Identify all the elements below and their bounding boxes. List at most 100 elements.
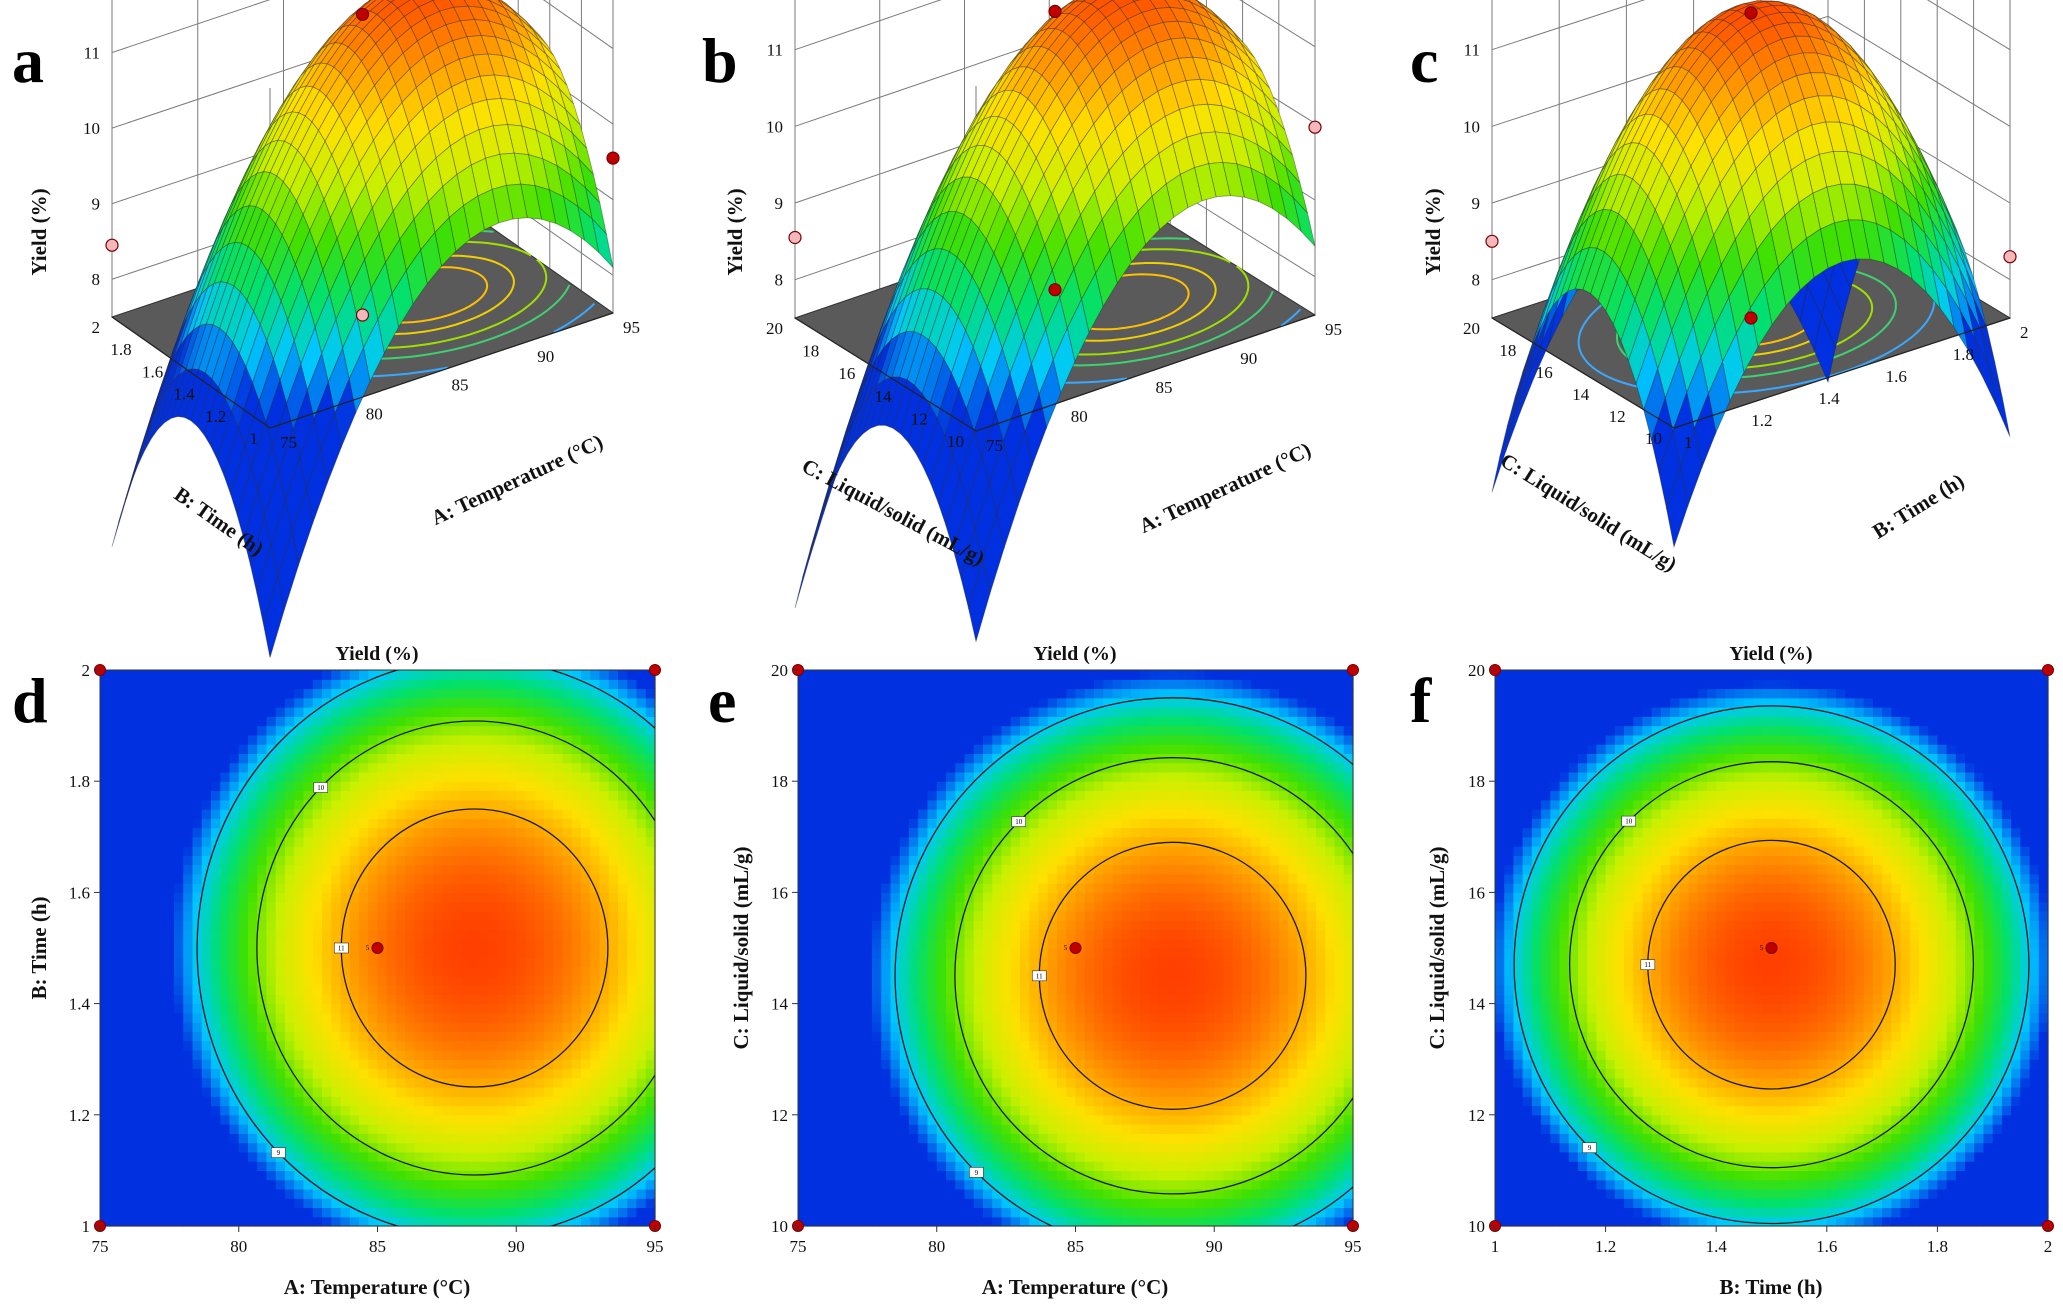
heatmap-cell — [534, 744, 545, 754]
heatmap-cell — [377, 1012, 388, 1023]
heatmap-cell — [507, 1198, 517, 1209]
heatmap-cell — [507, 1049, 517, 1060]
heatmap-cell — [127, 1105, 138, 1116]
heatmap-cell — [460, 688, 471, 699]
panel-a-surface-chart: a 89101112758085909511.21.41.61.82 Yield… — [12, 0, 640, 658]
heatmap-cell — [423, 1003, 434, 1014]
heatmap-cell — [303, 1133, 314, 1144]
heatmap-cell — [525, 948, 536, 958]
heatmap-cell — [562, 790, 573, 801]
heatmap-cell — [525, 1114, 536, 1125]
heatmap-cell — [146, 1022, 157, 1032]
heatmap-cell — [497, 809, 508, 819]
heatmap-cell — [386, 1198, 397, 1209]
heatmap-cell — [294, 1022, 305, 1032]
heatmap-cell — [386, 707, 397, 717]
heatmap-cell — [516, 873, 527, 884]
heatmap-cell — [553, 1040, 564, 1051]
heatmap-cell — [201, 892, 212, 903]
heatmap-cell — [340, 1161, 351, 1171]
heatmap-cell — [507, 790, 517, 801]
heatmap-cell — [164, 836, 175, 847]
heatmap-cell — [340, 1049, 351, 1060]
heatmap-cell — [386, 966, 397, 977]
heatmap-cell — [322, 1096, 332, 1107]
heatmap-cell — [534, 1207, 545, 1218]
heatmap-cell — [359, 1198, 369, 1209]
heatmap-cell — [331, 975, 342, 986]
heatmap-cell — [285, 1049, 295, 1060]
heatmap-cell — [340, 707, 351, 717]
heatmap-cell — [405, 910, 416, 921]
heatmap-cell — [211, 966, 221, 977]
heatmap-cell — [229, 929, 240, 940]
heatmap-cell — [174, 855, 184, 866]
heatmap-cell — [174, 1198, 184, 1209]
heatmap-cell — [100, 1170, 110, 1181]
heatmap-cell — [285, 1216, 295, 1227]
heatmap-cell — [488, 744, 499, 754]
heatmap-cell — [534, 920, 545, 931]
heatmap-cell — [275, 744, 286, 754]
heatmap-cell — [303, 1003, 314, 1014]
heatmap-cell — [183, 1114, 194, 1125]
heatmap-cell — [497, 1161, 508, 1171]
heatmap-cell — [294, 910, 305, 921]
heatmap-cell — [488, 688, 499, 699]
heatmap-cell — [100, 1207, 110, 1218]
heatmap-cell — [507, 1003, 517, 1014]
heatmap-cell — [118, 707, 129, 717]
heatmap-cell — [479, 883, 490, 893]
heatmap-cell — [349, 864, 360, 875]
heatmap-cell — [488, 873, 499, 884]
heatmap-cell — [164, 809, 175, 819]
heatmap-cell — [285, 707, 295, 717]
heatmap-cell — [470, 846, 480, 856]
heatmap-cell — [396, 910, 406, 921]
heatmap-cell — [470, 799, 480, 810]
heatmap-cell — [100, 1012, 110, 1023]
heatmap-cell — [164, 1068, 175, 1079]
heatmap-cell — [155, 679, 166, 690]
heatmap-cell — [368, 1012, 379, 1023]
heatmap-cell — [553, 846, 564, 856]
heatmap-cell — [312, 864, 323, 875]
heatmap-cell — [386, 864, 397, 875]
heatmap-cell — [479, 1188, 490, 1199]
heatmap-cell — [451, 781, 462, 792]
heatmap-cell — [220, 938, 231, 949]
heatmap-cell — [396, 938, 406, 949]
heatmap-cell — [100, 892, 110, 903]
heatmap-cell — [118, 901, 129, 912]
heatmap-cell — [100, 1105, 110, 1116]
heatmap-cell — [266, 920, 277, 931]
heatmap-cell — [340, 1133, 351, 1144]
heatmap-cell — [303, 1012, 314, 1023]
heatmap-cell — [155, 920, 166, 931]
heatmap-cell — [201, 799, 212, 810]
heatmap-cell — [220, 892, 231, 903]
heatmap-cell — [294, 679, 305, 690]
heatmap-cell — [127, 1012, 138, 1023]
heatmap-cell — [322, 1198, 332, 1209]
heatmap-cell — [405, 920, 416, 931]
heatmap-cell — [229, 1142, 240, 1153]
y-tick-label: 12 — [911, 409, 928, 428]
heatmap-cell — [248, 688, 258, 699]
x-tick-label: 85 — [452, 376, 469, 395]
heatmap-cell — [544, 1133, 554, 1144]
heatmap-cell — [516, 1059, 527, 1070]
heatmap-cell — [109, 1114, 120, 1125]
heatmap-cell — [155, 1059, 166, 1070]
heatmap-cell — [368, 707, 379, 717]
heatmap-cell — [229, 948, 240, 958]
heatmap-cell — [405, 966, 416, 977]
heatmap-cell — [386, 1105, 397, 1116]
heatmap-cell — [470, 855, 480, 866]
heatmap-cell — [127, 1031, 138, 1042]
heatmap-cell — [109, 883, 120, 893]
heatmap-cell — [109, 1040, 120, 1051]
heatmap-cell — [137, 1114, 147, 1125]
heatmap-cell — [544, 1040, 554, 1051]
heatmap-cell — [164, 688, 175, 699]
